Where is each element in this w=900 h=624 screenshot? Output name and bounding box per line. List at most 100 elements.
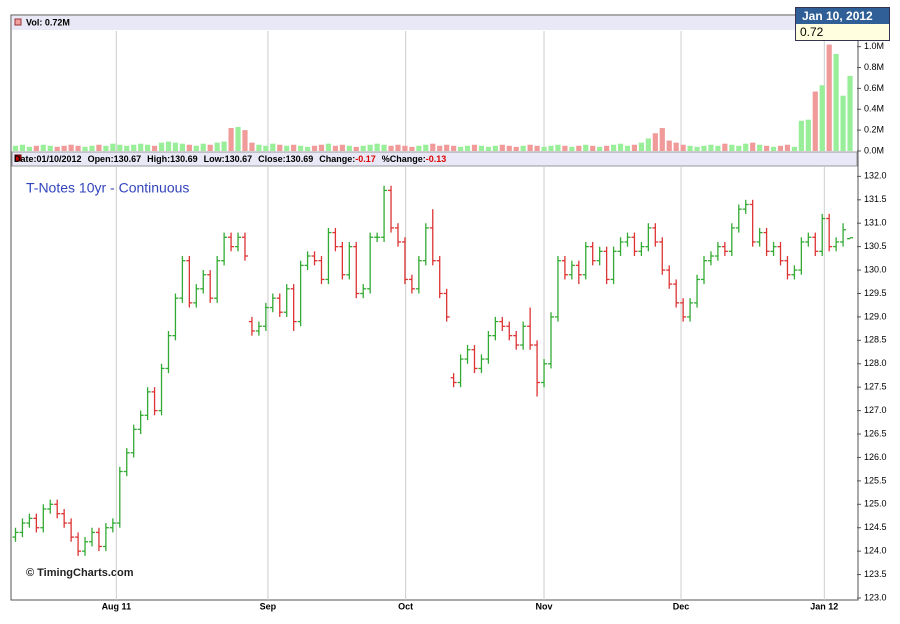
volume-bar <box>256 144 262 151</box>
volume-tick-label: 0.6M <box>864 83 884 93</box>
volume-bar <box>304 146 311 151</box>
info-label: Open: <box>87 154 114 164</box>
volume-bar <box>569 146 575 151</box>
volume-bar <box>138 143 144 151</box>
volume-bar <box>388 145 394 151</box>
x-tick-label: Nov <box>536 601 553 611</box>
volume-bar <box>61 145 67 151</box>
y-tick-label: 127.5 <box>864 382 887 392</box>
volume-bar <box>673 142 679 151</box>
volume-bar <box>548 145 554 151</box>
info-label: %Change: <box>381 154 426 164</box>
volume-bar <box>659 128 665 151</box>
volume-bar <box>777 145 784 151</box>
info-value: 01/10/2012 <box>36 154 82 164</box>
volume-bar <box>631 144 638 151</box>
volume-bar <box>534 145 540 151</box>
y-tick-label: 129.0 <box>864 311 887 321</box>
info-label: Date: <box>14 154 37 164</box>
volume-bar <box>179 143 185 151</box>
volume-bar <box>478 145 485 151</box>
y-tick-label: 127.0 <box>864 405 887 415</box>
volume-bar <box>513 146 519 151</box>
volume-bar <box>492 145 498 151</box>
volume-bar <box>346 145 352 151</box>
info-line: Date:01/10/2012 Open:130.67 High:130.69 Low… <box>14 154 452 164</box>
y-tick-label: 124.5 <box>864 522 887 532</box>
volume-tick-label: 0.0M <box>864 145 884 155</box>
info-value: 130.67 <box>113 154 142 164</box>
volume-bar <box>423 144 429 151</box>
volume-bar <box>694 146 700 151</box>
y-tick-label: 128.0 <box>864 358 887 368</box>
volume-bar <box>499 144 505 151</box>
volume-bar <box>33 145 39 151</box>
volume-bar <box>826 44 832 151</box>
volume-bar <box>805 119 811 151</box>
volume-bar <box>798 120 804 151</box>
y-tick-label: 131.5 <box>864 194 887 204</box>
volume-bar <box>395 144 401 151</box>
volume-bar <box>367 144 373 151</box>
chart-title: T-Notes 10yr - Continuous <box>26 180 189 196</box>
volume-bar <box>165 141 172 151</box>
volume-bar <box>235 127 241 151</box>
volume-bar <box>291 144 297 151</box>
info-value: 130.69 <box>170 154 198 164</box>
volume-bar <box>242 130 248 151</box>
volume-bar <box>437 145 443 151</box>
price-header <box>11 151 858 167</box>
volume-bar <box>158 142 165 151</box>
volume-bar <box>666 140 672 151</box>
y-tick-label: 123.0 <box>864 592 887 602</box>
volume-bar <box>402 145 408 151</box>
volume-bar <box>318 144 325 151</box>
price-icon <box>14 154 22 162</box>
volume-bar <box>743 143 749 151</box>
volume-bar <box>339 144 345 151</box>
watermark: © TimingCharts.com <box>26 567 134 579</box>
volume-bar <box>791 146 798 151</box>
volume-bar <box>708 144 714 151</box>
volume-bar <box>527 144 533 151</box>
y-tick-label: 123.5 <box>864 569 887 579</box>
volume-bar <box>715 145 721 151</box>
volume-bar <box>298 145 304 151</box>
tooltip: Jan 10, 2012 0.72 <box>795 7 890 41</box>
volume-bar <box>117 144 123 151</box>
x-tick-label: Sep <box>260 601 277 611</box>
y-tick-label: 130.0 <box>864 264 887 274</box>
volume-bar <box>89 145 95 151</box>
info-value: 130.67 <box>224 154 253 164</box>
volume-bar <box>124 145 130 151</box>
volume-bar <box>819 85 825 151</box>
volume-bar <box>736 145 742 151</box>
info-value: -0.13 <box>425 154 447 164</box>
volume-bar <box>645 138 651 151</box>
volume-bar <box>416 145 422 151</box>
y-tick-label: 128.5 <box>864 335 887 345</box>
volume-bar <box>311 145 318 151</box>
volume-bar <box>562 145 568 151</box>
volume-bar <box>541 146 547 151</box>
volume-tick-label: 0.2M <box>864 125 884 135</box>
volume-bar <box>270 143 276 151</box>
volume-bar <box>353 146 359 151</box>
volume-bar <box>464 145 471 151</box>
volume-bar <box>701 145 707 151</box>
volume-label: Vol: 0.72M <box>26 17 70 27</box>
volume-bar <box>729 144 735 151</box>
volume-bar <box>583 144 589 151</box>
x-tick-label: Oct <box>398 601 413 611</box>
volume-bar <box>757 144 763 151</box>
volume-bar <box>131 144 137 151</box>
volume-bar <box>610 144 617 151</box>
y-tick-label: 130.5 <box>864 241 887 251</box>
volume-bar <box>193 145 199 151</box>
volume-bar <box>471 144 478 151</box>
y-tick-label: 129.5 <box>864 288 887 298</box>
volume-bar <box>40 144 46 151</box>
tooltip-date: Jan 10, 2012 <box>796 8 889 24</box>
volume-bar <box>47 145 53 151</box>
volume-bar <box>638 142 645 151</box>
